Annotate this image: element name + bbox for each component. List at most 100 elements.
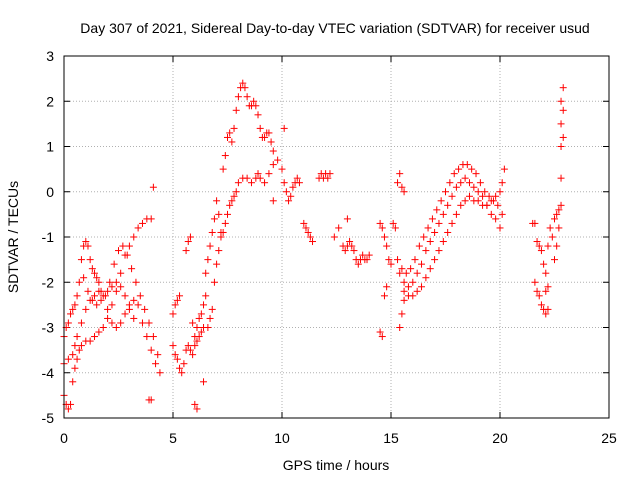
data-point <box>398 265 406 273</box>
data-point <box>69 351 77 359</box>
chart-title: Day 307 of 2021, Sidereal Day-to-day VTE… <box>80 20 589 36</box>
data-point <box>267 138 275 146</box>
data-point <box>452 183 460 191</box>
data-point <box>189 351 197 359</box>
data-point <box>544 242 552 250</box>
data-point <box>293 174 301 182</box>
data-point <box>306 233 314 241</box>
data-point <box>206 242 214 250</box>
data-point <box>77 319 85 327</box>
data-point <box>465 179 473 187</box>
data-point <box>228 138 236 146</box>
data-point <box>396 324 404 331</box>
x-tick-label: 25 <box>601 430 617 446</box>
data-point <box>450 170 458 178</box>
data-point <box>112 278 120 286</box>
data-point <box>232 106 240 114</box>
data-point <box>80 274 88 282</box>
data-point <box>117 283 125 291</box>
data-point <box>280 124 288 132</box>
data-point <box>411 256 419 264</box>
data-point <box>551 215 558 223</box>
data-points <box>60 79 567 413</box>
data-point <box>295 179 303 187</box>
data-point <box>398 183 406 191</box>
data-point <box>461 197 469 205</box>
data-point <box>125 242 133 250</box>
data-point <box>184 342 192 350</box>
data-point <box>463 161 471 169</box>
data-point <box>487 210 495 218</box>
data-point <box>535 292 543 300</box>
data-point <box>415 242 423 250</box>
data-point <box>452 210 460 218</box>
data-point <box>64 355 72 363</box>
data-point <box>210 278 218 286</box>
y-tick-label: -4 <box>42 365 55 381</box>
data-point <box>115 247 122 255</box>
data-point <box>88 296 96 304</box>
data-point <box>82 305 90 313</box>
data-point <box>93 301 101 309</box>
data-point <box>169 310 177 318</box>
data-point <box>143 333 151 341</box>
data-point <box>282 188 290 196</box>
data-point <box>108 301 116 309</box>
data-point <box>86 337 94 345</box>
data-point <box>439 238 447 246</box>
data-point <box>230 192 238 200</box>
data-point <box>424 224 432 232</box>
data-point <box>69 305 77 313</box>
data-point <box>418 260 426 268</box>
data-point <box>171 351 179 359</box>
data-point <box>533 238 541 246</box>
data-point <box>138 319 146 327</box>
data-point <box>200 301 208 309</box>
data-point <box>224 210 231 218</box>
data-point <box>154 351 162 359</box>
data-point <box>149 183 157 191</box>
data-point <box>86 256 94 264</box>
data-point <box>448 219 456 227</box>
y-tick-label: 2 <box>46 93 54 109</box>
data-point <box>252 102 260 110</box>
x-axis-label: GPS time / hours <box>283 457 390 473</box>
data-point <box>363 256 371 264</box>
data-point <box>426 265 434 273</box>
data-point <box>234 93 242 101</box>
data-point <box>409 278 417 286</box>
data-point <box>193 324 201 331</box>
data-point <box>531 278 539 286</box>
data-point <box>180 360 188 368</box>
data-point <box>84 242 92 250</box>
data-point <box>537 247 545 255</box>
data-point <box>119 242 127 250</box>
data-point <box>224 133 231 141</box>
data-point <box>152 360 160 368</box>
x-tick-label: 15 <box>383 430 399 446</box>
data-point <box>202 292 210 300</box>
data-point <box>84 287 92 295</box>
data-point <box>101 292 109 300</box>
data-point <box>555 206 563 214</box>
data-point <box>69 378 77 386</box>
data-point <box>431 228 439 236</box>
data-point <box>557 174 565 182</box>
data-point <box>64 319 72 327</box>
data-point <box>112 287 120 295</box>
data-point <box>254 170 262 178</box>
data-point <box>274 156 282 164</box>
data-point <box>444 228 452 236</box>
plot-frame <box>63 55 610 419</box>
data-point <box>472 170 480 178</box>
data-point <box>485 192 493 200</box>
data-point <box>189 319 197 327</box>
data-point <box>176 364 184 372</box>
data-point <box>280 179 288 187</box>
data-point <box>559 84 567 92</box>
data-point <box>394 179 402 187</box>
data-point <box>354 260 362 268</box>
data-point <box>193 405 201 413</box>
data-point <box>64 405 72 413</box>
data-point <box>557 143 565 150</box>
